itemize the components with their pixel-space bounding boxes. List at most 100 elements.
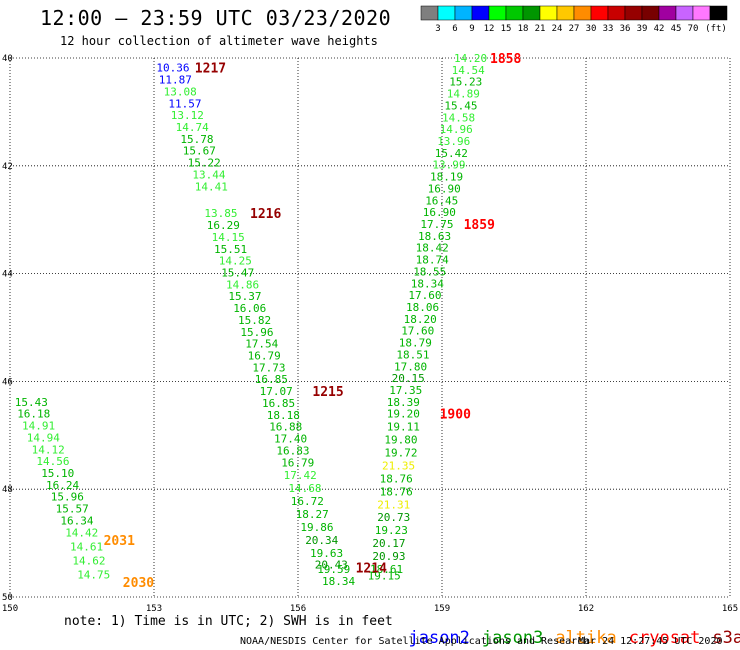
- wave-height-point: 20.93: [372, 550, 405, 563]
- wave-height-point: 15.82: [238, 314, 271, 327]
- wave-height-point: 15.51: [214, 243, 247, 256]
- x-tick-label: 159: [434, 604, 450, 614]
- colorbar-swatch: [573, 5, 592, 21]
- wave-height-point: 16.83: [276, 444, 309, 457]
- wave-height-point: 16.85: [255, 373, 288, 386]
- colorbar-label: 6: [452, 24, 457, 34]
- wave-height-point: 16.18: [17, 408, 50, 421]
- wave-height-point: 14.75: [77, 568, 110, 581]
- wave-height-point: 18.42: [416, 242, 449, 255]
- wave-height-point: 18.79: [399, 337, 432, 350]
- track-time-label: 1214: [356, 561, 387, 576]
- wave-height-point: 15.45: [444, 99, 477, 112]
- wave-height-point: 18.63: [418, 230, 451, 243]
- colorbar-swatch: [675, 5, 694, 21]
- wave-height-point: 14.61: [70, 540, 103, 553]
- track-time-label: 2031: [104, 534, 135, 549]
- wave-height-point: 14.68: [288, 482, 321, 495]
- wave-height-point: 18.20: [404, 313, 437, 326]
- wave-height-point: 18.06: [406, 301, 439, 314]
- legend-altika: altika: [555, 628, 617, 648]
- wave-height-point: 15.42: [435, 147, 468, 160]
- colorbar-swatch: [505, 5, 524, 21]
- y-tick-label: 42: [2, 162, 13, 172]
- x-tick-label: 150: [2, 604, 18, 614]
- chart-subtitle: 12 hour collection of altimeter wave hei…: [60, 34, 378, 48]
- time-labels: 1217 1216 1215 1214 1858 1859 1900 2031 2030: [104, 52, 522, 591]
- wave-height-point: 18.27: [296, 508, 329, 521]
- wave-height-point: 17.40: [274, 433, 307, 446]
- colorbar-label: 9: [469, 24, 474, 34]
- wave-height-point: 19.20: [387, 408, 420, 421]
- wave-height-point: 17.60: [401, 325, 434, 338]
- x-tick-label: 165: [722, 604, 738, 614]
- colorbar-label: 21: [535, 24, 546, 34]
- wave-height-point: 14.96: [440, 123, 473, 136]
- wave-height-point: 18.19: [430, 171, 463, 184]
- wave-height-point: 18.39: [387, 396, 420, 409]
- wave-height-point: 17.75: [420, 218, 453, 231]
- wave-height-point: 15.78: [180, 133, 213, 146]
- wave-height-point: 14.25: [219, 255, 252, 268]
- colorbar-label: 24: [552, 24, 563, 34]
- wave-height-point: 13.44: [192, 168, 225, 181]
- y-tick-label: 46: [2, 377, 13, 387]
- x-tick-label: 162: [578, 604, 594, 614]
- track-time-label: 1858: [490, 52, 521, 67]
- wave-height-point: 15.47: [221, 267, 254, 280]
- wave-height-point: 19.86: [300, 521, 333, 534]
- wave-height-point: 14.58: [442, 111, 475, 124]
- wave-height-point: 20.15: [392, 372, 425, 385]
- wave-height-point: 16.24: [46, 479, 79, 492]
- legend-jason2: jason2: [408, 628, 470, 648]
- wave-height-point: 13.08: [164, 85, 197, 98]
- wave-height-point: 15.10: [41, 467, 74, 480]
- wave-height-point: 14.94: [27, 431, 60, 444]
- wave-height-point: 21.31: [377, 498, 410, 511]
- wave-height-point: 13.85: [204, 207, 237, 220]
- wave-height-point: 18.55: [413, 265, 446, 278]
- chart-grid: [9, 57, 731, 598]
- colorbar-label: 42: [654, 24, 665, 34]
- wave-height-point: 15.96: [240, 326, 273, 339]
- wave-height-point: 18.74: [416, 254, 449, 267]
- chart-axes: 150 153 156 159 162 165 40 42 44 46 48 50: [2, 54, 738, 614]
- colorbar-swatch: [471, 5, 490, 21]
- wave-height-point: 14.15: [212, 231, 245, 244]
- colorbar-swatch: [488, 5, 507, 21]
- chart-title: 12:00 – 23:59 UTC 03/23/2020: [40, 6, 392, 30]
- wave-height-point: 20.34: [305, 534, 338, 547]
- wave-height-point: 18.34: [322, 575, 355, 588]
- x-tick-label: 153: [146, 604, 162, 614]
- wave-height-point: 14.62: [72, 554, 105, 567]
- colorbar-swatch: [624, 5, 643, 21]
- colorbar-label: 36: [620, 24, 631, 34]
- colorbar-label: 70: [688, 24, 699, 34]
- wave-height-point: 19.11: [387, 421, 420, 434]
- colorbar-swatch: [692, 5, 711, 21]
- track-time-label: 1216: [250, 207, 281, 222]
- wave-height-point: 19.59: [317, 563, 350, 576]
- wave-height-point: 19.23: [375, 524, 408, 537]
- colorbar-swatch: [522, 5, 541, 21]
- colorbar-swatch: [658, 5, 677, 21]
- colorbar-swatch: [590, 5, 609, 21]
- wave-height-point: 14.74: [176, 121, 209, 134]
- wave-height-point: 17.42: [284, 469, 317, 482]
- wave-height-point: 14.20: [454, 52, 487, 65]
- track-time-label: 1859: [464, 218, 495, 233]
- wave-height-point: 21.35: [382, 459, 415, 472]
- wave-height-point: 13.96: [437, 135, 470, 148]
- wave-height-point: 19.80: [384, 434, 417, 447]
- colorbar: 3 6 9 12 15 18 21 24 27 30 33 36 39 42 45 70 (ft): [420, 5, 728, 34]
- wave-height-point: 15.96: [51, 491, 84, 504]
- credit-timestamp: Mar 24 12:27:45 UTC 2020: [578, 636, 723, 647]
- wave-height-point: 16.88: [269, 421, 302, 434]
- wave-height-point: 14.89: [447, 88, 480, 101]
- wave-height-point: 15.57: [56, 503, 89, 516]
- colorbar-label: 15: [501, 24, 512, 34]
- wave-height-point: 14.86: [226, 278, 259, 291]
- wave-height-point: 14.91: [22, 420, 55, 433]
- colorbar-swatch: [556, 5, 575, 21]
